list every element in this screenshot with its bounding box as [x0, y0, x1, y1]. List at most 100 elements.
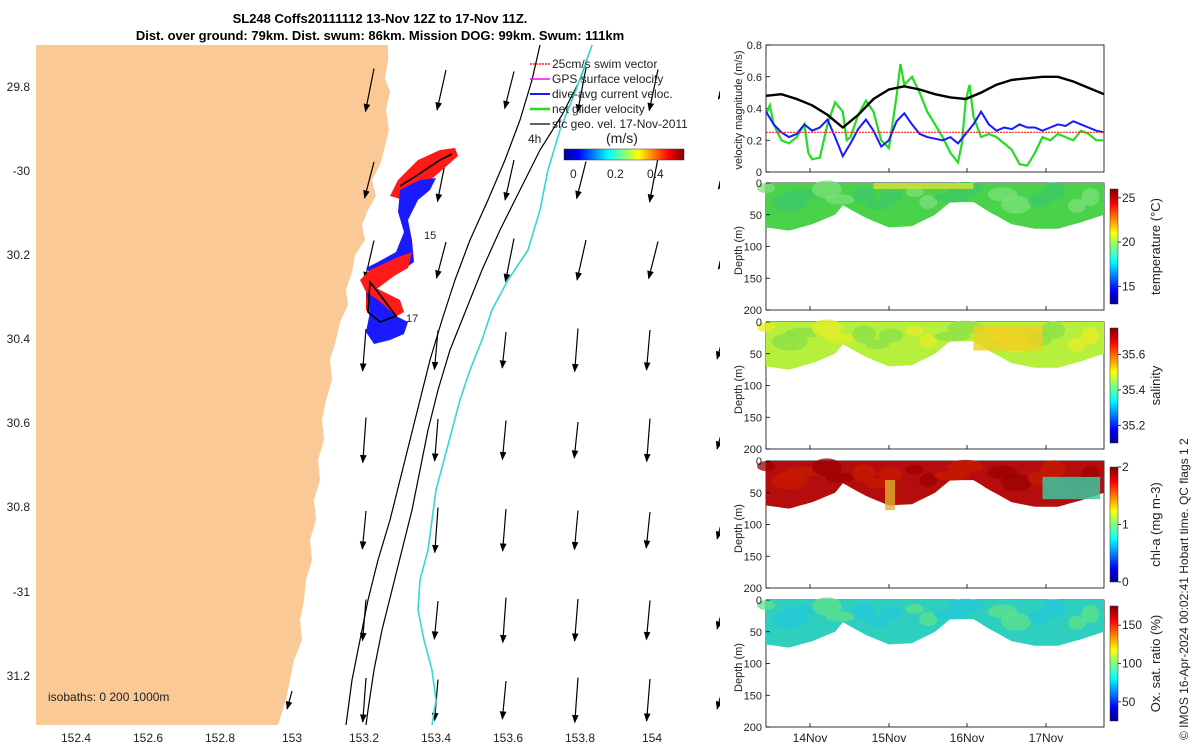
depth-tick-label: 50: [750, 488, 762, 500]
time-tick-17nov: 17Nov: [1029, 731, 1064, 745]
colorbar-tick-1: 0.2: [607, 167, 624, 181]
track-patch-blue-south: [366, 292, 408, 344]
chl-patch: [885, 480, 896, 511]
geo-arrow: [359, 677, 367, 723]
velocity-ytick-label: 0.8: [747, 40, 762, 52]
section-texture: [919, 473, 938, 488]
section-colorbar: [1109, 466, 1119, 583]
section-texture: [757, 322, 775, 333]
velocity-ytick-label: 0.2: [747, 135, 762, 147]
depth-tick-label: 150: [744, 412, 762, 424]
geo-arrow: [363, 161, 375, 199]
section-texture: [1027, 193, 1052, 208]
section-texture: [852, 325, 877, 344]
lat-tick: -30: [13, 164, 31, 178]
geo-arrow: [575, 67, 587, 113]
velocity-ylabel: velocity magnitude (m/s): [733, 50, 745, 169]
day-label-15: 15: [424, 230, 436, 242]
section-texture: [879, 328, 904, 343]
coastline-land: [36, 45, 390, 725]
legend-scale-label: 4h: [528, 132, 541, 146]
section-texture: [947, 598, 984, 613]
title-line-1: SL248 Coffs20111112 13-Nov 12Z to 17-Nov…: [232, 11, 528, 26]
geo-arrow: [359, 510, 367, 550]
colorbar-tick-label: 0: [1122, 575, 1129, 589]
section-texture: [1027, 610, 1052, 625]
section-texture: [757, 461, 775, 472]
velocity-series: [764, 63, 1105, 172]
section-texture: [771, 332, 808, 351]
colorbar-tick-label: 35.4: [1122, 383, 1146, 397]
lon-tick: 153: [282, 731, 302, 745]
velocity-line-black: [765, 75, 1105, 130]
section-texture: [811, 180, 842, 199]
section-texture: [1081, 326, 1100, 345]
geo-arrow: [503, 71, 515, 110]
depth-ylabel: Depth (m): [733, 226, 745, 275]
section-texture: [757, 183, 775, 194]
lat-tick: 30.8: [7, 500, 31, 514]
section-panel-1: 0 50 100 150 200 Depth (m) 15 20 25 temperature (…: [733, 178, 1163, 317]
depth-tick-label: 150: [744, 690, 762, 702]
day-label-17: 17: [406, 313, 418, 325]
lat-tick: 29.8: [7, 80, 31, 94]
velocity-y-ticks: 0 0.2 0.4 0.6 0.8: [747, 40, 770, 179]
section-panel-2: 0 50 100 150 200 Depth (m) 35.2 35.4 35.6salinit…: [733, 317, 1163, 456]
section-texture: [771, 471, 808, 490]
section-texture: [905, 603, 924, 614]
section-texture: [1081, 187, 1100, 206]
depth-tick-label: 100: [744, 520, 762, 532]
section-texture: [865, 200, 890, 211]
depth-ylabel: Depth (m): [733, 365, 745, 414]
section-colorbar: [1109, 327, 1119, 444]
section-colorbar: [1109, 188, 1119, 305]
section-texture: [987, 604, 1018, 619]
section-texture: [933, 609, 970, 620]
colorbar-tick-label: 35.2: [1122, 418, 1146, 432]
geo-arrow: [715, 616, 720, 630]
colorbar-tick-label: 15: [1122, 279, 1136, 293]
colorbar-tick-label: 25: [1122, 191, 1136, 205]
track-path: [367, 153, 453, 323]
geo-arrow: [575, 161, 587, 200]
section-data-field: [766, 600, 1104, 648]
colorbar-tick-0: 0: [570, 167, 577, 181]
velocity-ytick-label: 0.4: [747, 104, 762, 116]
geo-arrow: [647, 69, 659, 112]
geo-arrow: [571, 677, 579, 724]
geo-arrow: [435, 69, 447, 111]
geo-arrow: [571, 510, 579, 551]
salinity-high-patch: [973, 325, 1043, 351]
colorbar-label: salinity: [1148, 365, 1163, 405]
colorbar-tick-label: 150: [1122, 618, 1142, 632]
colorbar-tick-label: 35.6: [1122, 348, 1146, 362]
legend-label-dive: dive-avg current veloc.: [552, 87, 673, 101]
geo-arrow: [643, 600, 651, 641]
geo-arrow: [499, 680, 507, 720]
geo-arrow: [499, 597, 507, 644]
section-texture: [1081, 604, 1100, 623]
velocity-line-blue: [765, 109, 1105, 159]
lon-tick: 153.6: [493, 731, 523, 745]
geo-arrow: [575, 239, 587, 281]
geo-arrow: [717, 180, 720, 190]
section-texture: [919, 612, 938, 627]
title-line-2: Dist. over ground: 79km. Dist. swum: 86k…: [135, 28, 625, 43]
colorbar-title: (m/s): [606, 130, 638, 146]
velocity-ytick-label: 0: [756, 167, 762, 179]
section-texture: [933, 470, 970, 481]
section-texture: [852, 186, 877, 205]
section-texture: [865, 617, 890, 628]
section-texture: [933, 192, 970, 203]
geo-arrow: [363, 240, 375, 281]
geo-arrow: [717, 90, 720, 100]
geo-arrow: [715, 526, 720, 540]
depth-ylabel: Depth (m): [733, 643, 745, 692]
chl-low-patch: [1042, 476, 1101, 500]
section-texture: [852, 464, 877, 483]
colorbar-label: Ox. sat. ratio (%): [1148, 615, 1163, 713]
depth-tick-label: 200: [744, 305, 762, 317]
section-texture: [1067, 615, 1086, 630]
depth-tick-label: 200: [744, 722, 762, 734]
geo-arrow: [359, 417, 367, 464]
